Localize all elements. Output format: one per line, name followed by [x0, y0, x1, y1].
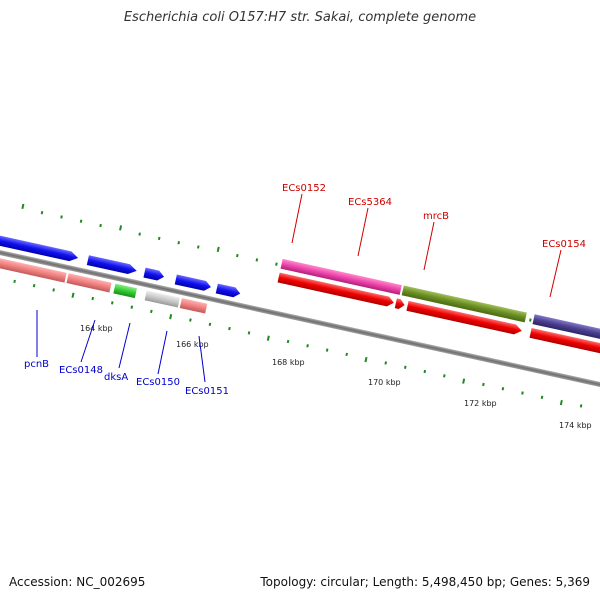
gene-block-slate: [532, 314, 600, 351]
gene-arrow-blue: [174, 274, 211, 291]
scale-labels: 164 kbp 166 kbp 168 kbp 170 kbp 172 kbp …: [80, 324, 592, 430]
gene-arrow-red: [529, 327, 600, 362]
gene-label: ECs0150: [136, 377, 180, 388]
leader-lines: [36, 193, 562, 383]
scale-label: 164 kbp: [80, 324, 113, 333]
genome-backbone: [0, 241, 600, 397]
gene-arrow-blue: [143, 267, 165, 281]
gene-arrow-red: [277, 272, 394, 307]
scale-label: 168 kbp: [272, 358, 305, 367]
gene-block-pink: [280, 258, 402, 295]
gene-block-olive: [401, 285, 527, 323]
gene-block-green: [113, 283, 137, 299]
map-title: Escherichia coli O157:H7 str. Sakai, com…: [123, 10, 477, 25]
scale-label: 174 kbp: [559, 421, 592, 430]
gene-block-salmon: [66, 273, 112, 293]
scale-label: 170 kbp: [368, 378, 401, 387]
gene-label: ECs0148: [59, 365, 103, 376]
gene-block-salmon: [0, 253, 67, 283]
genome-stats-text: Topology: circular; Length: 5,498,450 bp…: [260, 575, 590, 589]
reverse-strand-genes-lower: [0, 253, 208, 314]
gene-label: mrcB: [423, 211, 449, 222]
gene-label: dksA: [104, 372, 128, 383]
gene-block-salmon: [179, 298, 208, 314]
gene-arrow-blue: [0, 232, 79, 262]
gene-block-grey: [144, 290, 180, 308]
gene-arrow-blue: [215, 283, 241, 298]
forward-strand-genes: [0, 232, 600, 351]
gene-label: pcnB: [24, 359, 49, 370]
scale-label: 172 kbp: [464, 399, 497, 408]
gene-label: ECs5364: [348, 197, 392, 208]
gene-arrow-blue: [86, 255, 137, 275]
reverse-strand-genes-upper: [277, 272, 600, 362]
scale-label: 166 kbp: [176, 340, 209, 349]
gene-label: ECs0154: [542, 239, 586, 250]
gene-labels-bottom: pcnB ECs0148 dksA ECs0150 ECs0151: [24, 359, 229, 397]
accession-text: Accession: NC_002695: [9, 575, 146, 589]
gene-arrow-red: [394, 298, 405, 309]
lower-tick-row: [13, 279, 583, 408]
gene-labels-top: ECs0152 ECs5364 mrcB ECs0154: [282, 183, 586, 250]
gene-label: ECs0151: [185, 386, 229, 397]
gene-arrow-red: [406, 300, 522, 335]
gene-label: ECs0152: [282, 183, 326, 194]
